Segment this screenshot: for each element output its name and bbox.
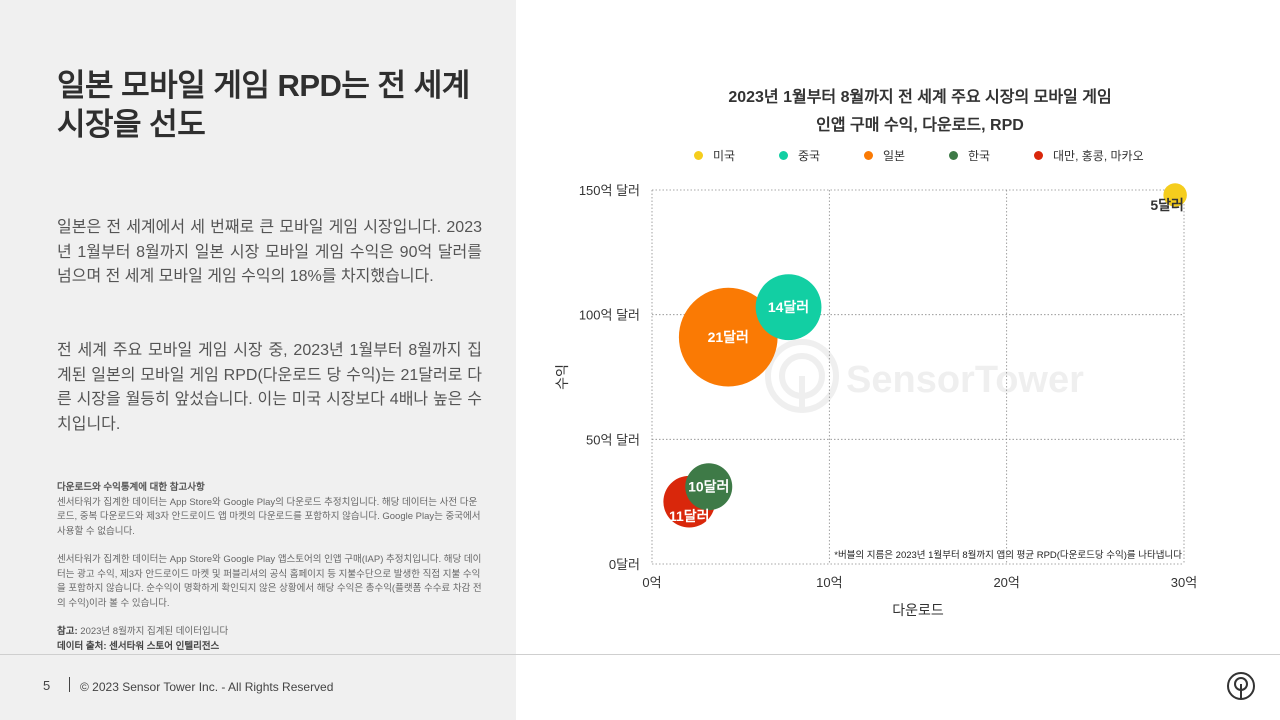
y-tick-label: 100억 달러: [579, 308, 640, 323]
y-axis-label: 수익: [554, 364, 570, 390]
bubble-미국: [1163, 183, 1187, 207]
legend-dot-icon: [864, 151, 873, 160]
intro-paragraph: 일본은 전 세계에서 세 번째로 큰 모바일 게임 시장입니다. 2023년 1…: [57, 219, 482, 285]
reference-note: 참고: 2023년 8월까지 집계된 데이터입니다: [57, 625, 482, 640]
notes-heading: 다운로드와 수익통계에 대한 참고사항: [57, 482, 205, 493]
notes-section: 다운로드와 수익통계에 대한 참고사항 센서타워가 집계한 데이터는 App S…: [57, 481, 482, 654]
page-number: 5: [43, 678, 51, 693]
legend-label: 미국: [713, 149, 736, 163]
watermark: SensorTower: [765, 339, 1084, 413]
copyright: © 2023 Sensor Tower Inc. - All Rights Re…: [80, 680, 334, 694]
rpd-paragraph: 전 세계 주요 모바일 게임 시장 중, 2023년 1월부터 8월까지 집계된…: [57, 342, 482, 433]
x-tick-label: 0억: [642, 575, 661, 590]
download-note: 센서타워가 집계한 데이터는 App Store와 Google Play의 다…: [57, 496, 481, 537]
bubble-label: 11달러: [669, 508, 710, 524]
chart-title-line2: 인앱 구매 수익, 다운로드, RPD: [816, 117, 1024, 134]
data-source: 데이터 출처: 센서타워 스토어 인텔리전스: [57, 640, 220, 652]
page-title: 일본 모바일 게임 RPD는 전 세계 시장을 선도: [57, 66, 497, 144]
y-tick-label: 0달러: [609, 557, 640, 572]
sensor-tower-logo-icon: [1227, 672, 1255, 700]
legend-label: 중국: [798, 149, 821, 163]
legend-label: 일본: [883, 149, 906, 163]
page-title-line2: 시장을 선도: [57, 107, 206, 142]
bubble-label: 14달러: [768, 299, 809, 315]
reference-label: 참고:: [57, 626, 78, 637]
left-panel: 일본 모바일 게임 RPD는 전 세계 시장을 선도 일본은 전 세계에서 세 …: [0, 0, 516, 720]
bubble-label: 5달러: [1150, 197, 1184, 213]
reference-text: 2023년 8월까지 집계된 데이터입니다: [77, 626, 229, 637]
legend-dot-icon: [779, 151, 788, 160]
legend-dot-icon: [1034, 151, 1043, 160]
revenue-note: 센서타워가 집계한 데이터는 App Store와 Google Play 앱스…: [57, 554, 482, 609]
y-tick-label: 50억 달러: [586, 432, 640, 447]
bubble-label: 10달러: [688, 479, 729, 495]
footer-separator: [69, 677, 70, 692]
legend-label: 한국: [968, 149, 991, 163]
chart-title: 2023년 1월부터 8월까지 전 세계 주요 시장의 모바일 게임 인앱 구매…: [600, 84, 1240, 140]
legend-item: 대만, 홍콩, 마카오: [1034, 147, 1144, 164]
legend-item: 중국: [779, 147, 820, 164]
y-tick-label: 150억 달러: [579, 183, 640, 198]
x-tick-label: 20억: [993, 575, 1019, 590]
legend-item: 일본: [864, 147, 905, 164]
chart-footnote: *버블의 지름은 2023년 1월부터 8월까지 앱의 평균 RPD(다운로드당…: [834, 549, 1182, 561]
legend-label: 대만, 홍콩, 마카오: [1053, 149, 1144, 163]
x-tick-label: 30억: [1171, 575, 1197, 590]
watermark-logo-icon: [779, 353, 825, 399]
watermark-text: SensorTower: [846, 359, 1084, 401]
bubble-중국: [755, 274, 822, 341]
bubble-일본: [678, 287, 778, 387]
legend-item: 한국: [949, 147, 990, 164]
x-tick-label: 10억: [816, 575, 842, 590]
bubble-한국: [685, 463, 733, 511]
chart-title-line1: 2023년 1월부터 8월까지 전 세계 주요 시장의 모바일 게임: [728, 89, 1112, 106]
legend-dot-icon: [694, 151, 703, 160]
bubble-label: 21달러: [708, 329, 749, 345]
watermark-logo-icon: [765, 339, 839, 413]
legend-item: 미국: [694, 147, 735, 164]
page-title-line1: 일본 모바일 게임 RPD는 전 세계: [57, 68, 470, 103]
x-axis-label: 다운로드: [892, 602, 944, 618]
footer-divider: [0, 654, 1280, 655]
legend-dot-icon: [949, 151, 958, 160]
